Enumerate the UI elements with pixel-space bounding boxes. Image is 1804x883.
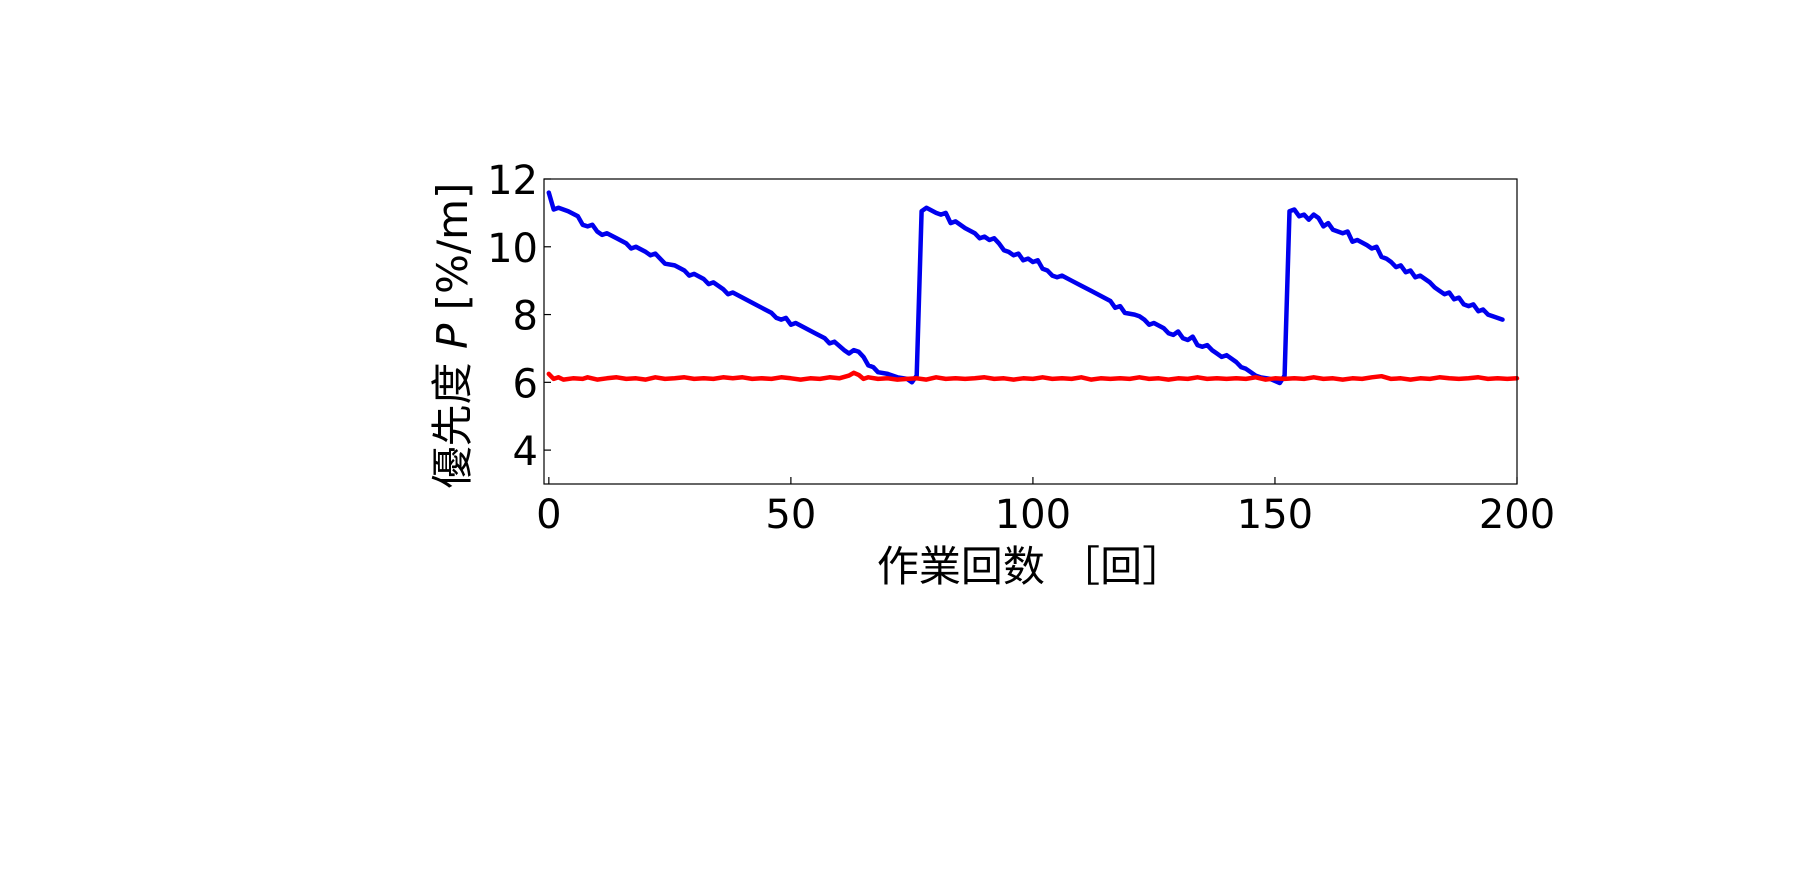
- x-axis-title: 作業回数 ［回］: [877, 542, 1184, 591]
- y-tick-label: 10: [487, 226, 538, 272]
- y-axis-title-main: 優先度: [428, 349, 477, 488]
- y-tick-label: 12: [487, 158, 538, 204]
- plot-frame: [543, 178, 1518, 485]
- ticks-layer: [544, 178, 1518, 484]
- x-tick-label: 150: [1237, 492, 1313, 538]
- x-tick-label: 100: [995, 492, 1071, 538]
- y-axis-title: 優先度 P [%/m]: [428, 183, 477, 489]
- series-layer: [546, 190, 1520, 386]
- y-tick-label: 8: [513, 294, 538, 340]
- series-line-2: [546, 370, 1520, 382]
- y-axis-title-unit: [%/m]: [428, 183, 477, 324]
- x-tick-label: 50: [765, 492, 816, 538]
- x-tick-label: 200: [1479, 492, 1555, 538]
- labels-layer: 0 50 100 150 200 4 6 8 10 12: [487, 158, 1555, 538]
- y-axis-title-variable: P: [428, 323, 477, 349]
- y-tick-label: 6: [513, 361, 538, 407]
- x-tick-label: 0: [536, 492, 561, 538]
- series-line-1: [546, 190, 1505, 386]
- y-tick-label: 4: [513, 429, 538, 475]
